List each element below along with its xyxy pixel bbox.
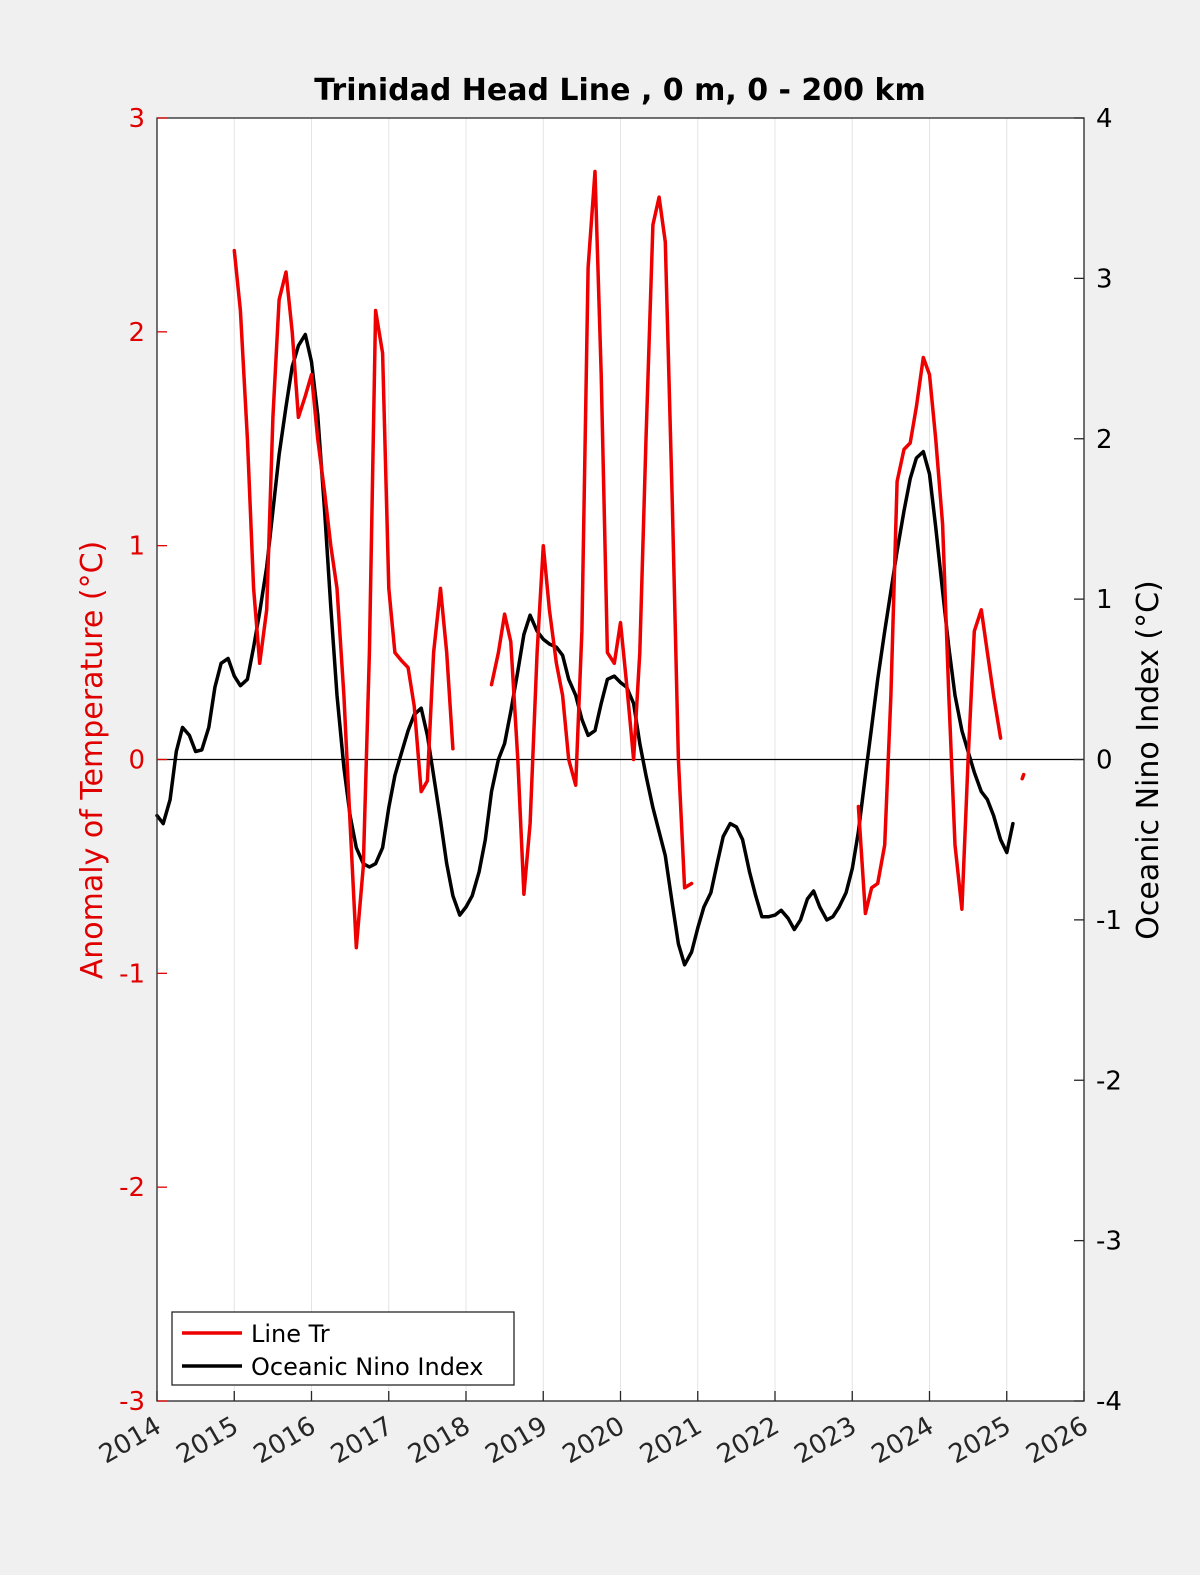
- series-line-oceanic-nino-index: [155, 332, 1015, 967]
- x-tick-label: 2016: [249, 1411, 321, 1470]
- x-tick-label: 2017: [326, 1411, 398, 1470]
- left-axis-label: Anomaly of Temperature (°C): [75, 541, 110, 980]
- legend: Line Tr Oceanic Nino Index: [171, 1311, 515, 1386]
- series-line-line-tr: [1020, 772, 1026, 781]
- x-tick-label: 2020: [558, 1411, 630, 1470]
- left-tick-label: 2: [128, 318, 145, 348]
- right-tick-label: -3: [1096, 1227, 1122, 1257]
- right-tick-label: 0: [1096, 746, 1113, 776]
- legend-label-line-tr: Line Tr: [251, 1320, 330, 1348]
- series-line-line-tr: [856, 355, 1003, 916]
- right-axis-ticks: -4 -3 -2 -1 0 1 2 3 4: [1074, 104, 1122, 1417]
- x-tick-label: 2023: [789, 1411, 861, 1470]
- x-tick-label: 2015: [171, 1411, 243, 1470]
- x-tick-label: 2014: [94, 1411, 166, 1470]
- x-tick-label: 2021: [635, 1411, 707, 1470]
- left-tick-label: 3: [128, 104, 145, 134]
- x-tick-label: 2019: [480, 1411, 552, 1470]
- left-tick-label: -1: [119, 959, 145, 989]
- chart-title: Trinidad Head Line , 0 m, 0 - 200 km: [314, 73, 925, 108]
- legend-label-oni: Oceanic Nino Index: [251, 1353, 483, 1381]
- x-tick-label: 2026: [1021, 1411, 1093, 1470]
- x-tick-label: 2022: [712, 1411, 784, 1470]
- right-axis-label: Oceanic Nino Index (°C): [1131, 580, 1166, 940]
- series-line-line-tr: [232, 248, 455, 950]
- right-tick-label: -1: [1096, 906, 1122, 936]
- right-tick-label: 4: [1096, 104, 1113, 134]
- left-tick-label: 1: [128, 532, 145, 562]
- right-tick-label: -4: [1096, 1387, 1122, 1417]
- left-tick-label: -3: [119, 1387, 145, 1417]
- right-tick-label: 1: [1096, 585, 1113, 615]
- x-tick-label: 2025: [944, 1411, 1016, 1470]
- left-axis-ticks: -3 -2 -1 0 1 2 3: [119, 104, 167, 1417]
- left-tick-label: 0: [128, 746, 145, 776]
- series-layer: [155, 169, 1026, 967]
- left-tick-label: -2: [119, 1173, 145, 1203]
- x-tick-label: 2024: [867, 1411, 939, 1470]
- legend-box: [171, 1311, 515, 1386]
- series-line-line-tr: [489, 169, 694, 896]
- right-tick-label: 2: [1096, 425, 1113, 455]
- right-tick-label: 3: [1096, 264, 1113, 294]
- x-tick-label: 2018: [403, 1411, 475, 1470]
- right-tick-label: -2: [1096, 1066, 1122, 1096]
- x-axis-ticks: 2014 2015 2016 2017 2018 2019 2020 2021 2022 2023…: [94, 1391, 1094, 1470]
